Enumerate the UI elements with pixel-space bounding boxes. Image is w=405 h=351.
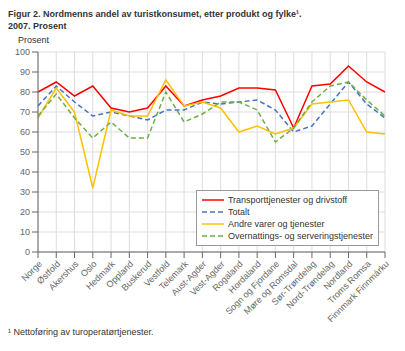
html-text:¹ Nettoføring av turoperatørtj: ¹ Nettoføring av turoperatørtjenester.	[8, 327, 154, 337]
svg-text:Østfold: Østfold	[35, 258, 63, 287]
svg-text:Oppland: Oppland	[104, 258, 136, 290]
svg-text:0: 0	[25, 247, 30, 257]
html-text:2007. Prosent: 2007. Prosent	[8, 21, 67, 31]
svg-text:30: 30	[20, 187, 30, 197]
svg-text:Buskerud: Buskerud	[119, 258, 154, 293]
svg-text:Vest-Agder: Vest-Agder	[188, 258, 227, 298]
html-text:Totalt: Totalt	[227, 207, 250, 217]
html-text:Overnattings- og serveringstje: Overnattings- og serveringstjenester	[227, 231, 373, 241]
svg-text:Sør-Trøndelag: Sør-Trøndelag	[269, 258, 318, 308]
svg-text:Oslo: Oslo	[78, 258, 99, 279]
svg-text:60: 60	[20, 127, 30, 137]
svg-text:20: 20	[20, 207, 30, 217]
html-text:Transporttjenester og drivstof: Transporttjenester og drivstoff	[227, 195, 347, 205]
svg-text:100: 100	[15, 47, 30, 57]
svg-text:50: 50	[20, 147, 30, 157]
svg-text:Hedmark: Hedmark	[84, 258, 117, 292]
svg-text:Rogaland: Rogaland	[210, 258, 245, 294]
svg-text:Nordland: Nordland	[321, 258, 355, 292]
svg-text:Aust-Agder: Aust-Agder	[169, 258, 209, 298]
svg-text:10: 10	[20, 227, 30, 237]
svg-text:Finnmark Finnmárku: Finnmark Finnmárku	[326, 259, 391, 324]
svg-text:Møre og Romsdal: Møre og Romsdal	[242, 258, 300, 317]
svg-text:Sogn og Fjordane: Sogn og Fjordane	[223, 258, 282, 317]
svg-text:Hordaland: Hordaland	[226, 258, 264, 296]
svg-text:Troms Romsa: Troms Romsa	[325, 258, 373, 306]
html-text:Prosent: Prosent	[18, 35, 49, 45]
html-text:Andre varer og tjenester: Andre varer og tjenester	[227, 219, 325, 229]
svg-text:90: 90	[20, 67, 30, 77]
svg-text:Telemark: Telemark	[157, 258, 190, 292]
html-text:Figur 2. Nordmenns andel av tu: Figur 2. Nordmenns andel av turistkonsum…	[8, 9, 302, 19]
svg-text:Norge: Norge	[19, 258, 44, 284]
svg-text:Akershus: Akershus	[47, 259, 81, 293]
svg-text:Vestfold: Vestfold	[142, 258, 172, 289]
svg-text:70: 70	[20, 107, 30, 117]
svg-text:80: 80	[20, 87, 30, 97]
svg-text:Nord-Trøndelag: Nord-Trøndelag	[284, 258, 337, 311]
svg-text:40: 40	[20, 167, 30, 177]
